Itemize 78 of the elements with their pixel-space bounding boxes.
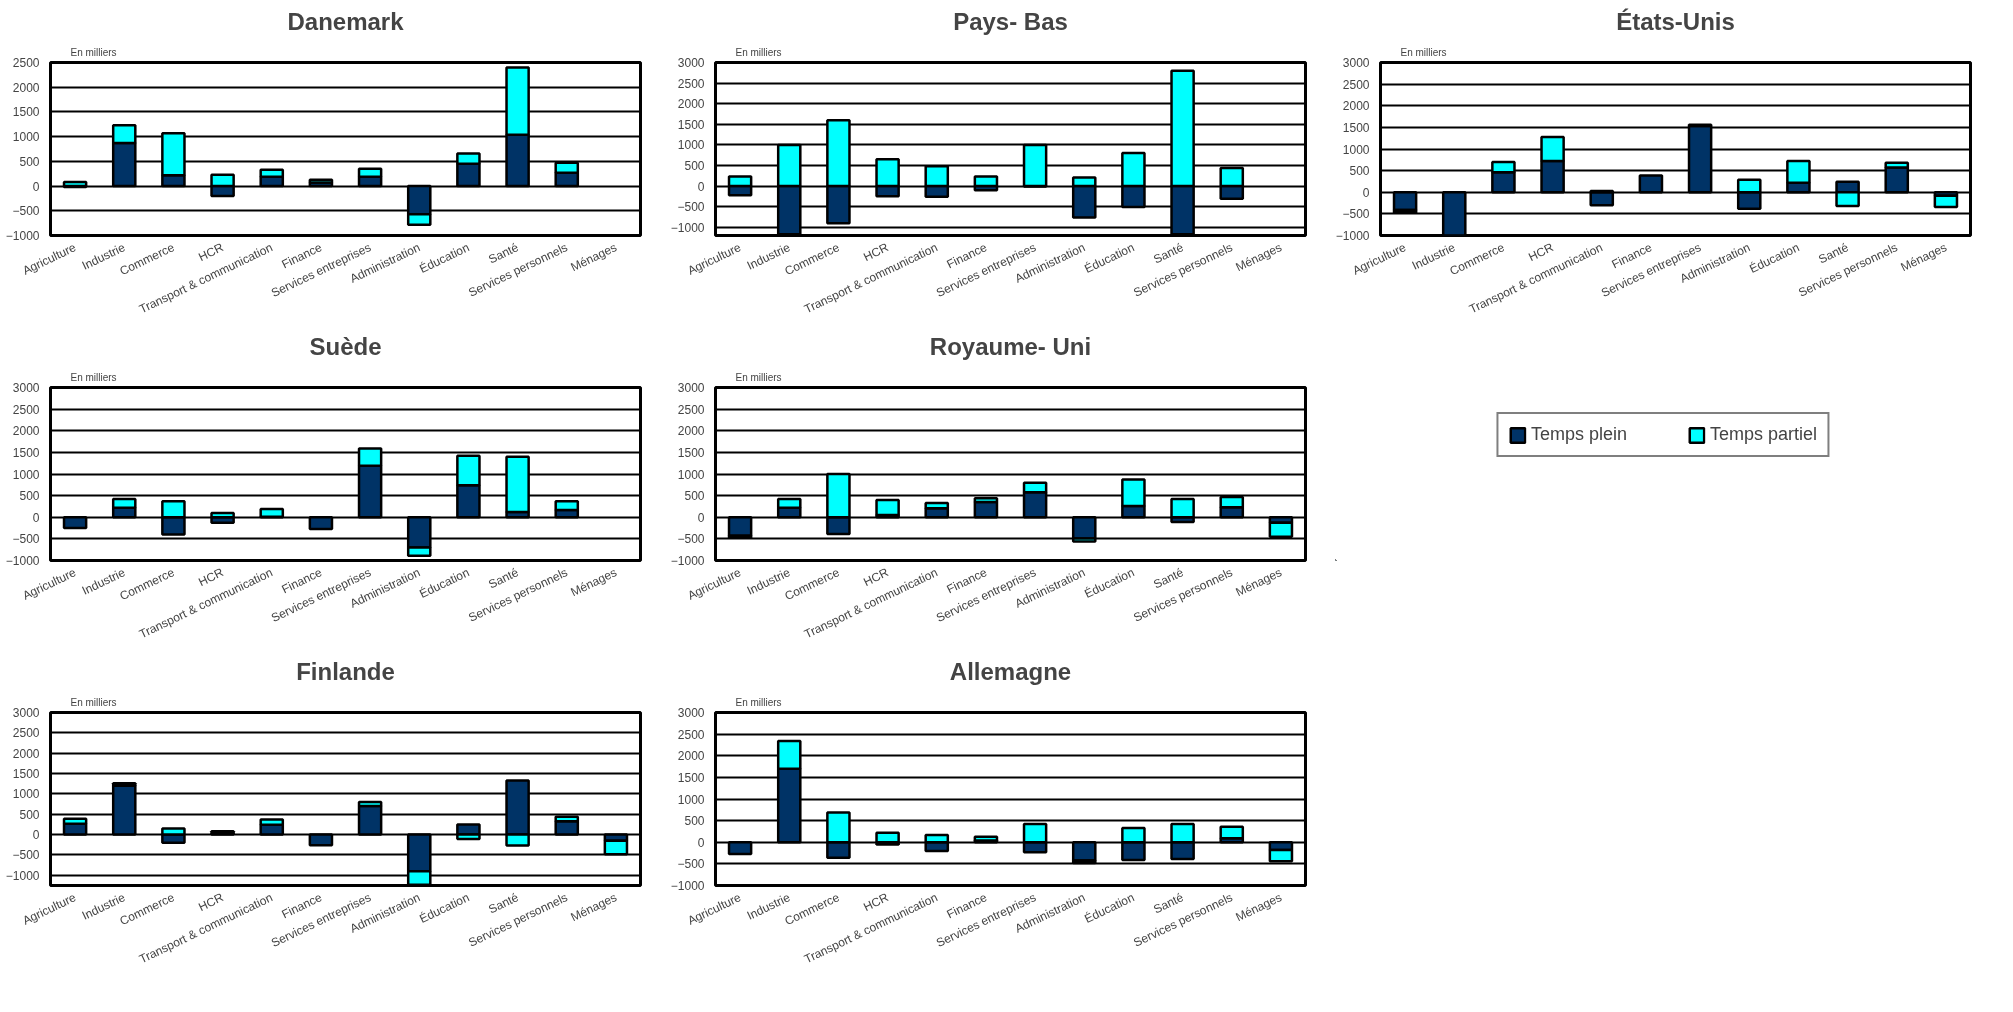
chart-title: Allemagne <box>949 657 1072 685</box>
chart-title: Danemark <box>287 7 405 35</box>
y-tick-label: 500 <box>684 489 705 504</box>
y-tick-label: 2500 <box>677 76 705 91</box>
y-tick-label: 1000 <box>12 130 40 145</box>
y-tick-label: −500 <box>12 848 40 863</box>
y-tick-label: 2500 <box>677 402 705 417</box>
y-tick-label: −1000 <box>670 879 705 893</box>
y-tick-label: 0 <box>32 510 40 525</box>
y-tick-label: 2000 <box>1342 99 1370 114</box>
y-tick-label: 0 <box>32 179 40 194</box>
y-tick-label: 500 <box>19 489 40 504</box>
y-tick-label: 3000 <box>677 56 705 70</box>
y-tick-label: 500 <box>19 807 40 822</box>
y-tick-label: 2500 <box>677 727 705 742</box>
y-tick-label: 1000 <box>12 467 40 482</box>
y-tick-label: 500 <box>684 158 705 173</box>
y-tick-label: 1500 <box>12 445 40 460</box>
legend-label: Temps plein <box>1530 424 1627 445</box>
y-tick-label: 1500 <box>677 445 705 460</box>
y-tick-label: 2500 <box>12 402 40 417</box>
y-tick-label: −1000 <box>670 220 705 235</box>
y-tick-label: 0 <box>697 835 705 850</box>
y-tick-label: 0 <box>697 179 705 194</box>
y-tick-label: 2000 <box>12 80 40 95</box>
y-tick-label: 3000 <box>12 381 40 395</box>
text: En milliers <box>1400 46 1447 58</box>
legend-label: Temps partiel <box>1710 424 1818 445</box>
y-tick-label: 2500 <box>12 726 40 741</box>
chart-title: États-Unis <box>1616 7 1735 35</box>
chart-title: Pays- Bas <box>953 7 1068 35</box>
y-tick-label: −500 <box>677 200 705 215</box>
y-tick-label: 3000 <box>677 381 705 395</box>
text: En milliers <box>70 46 117 58</box>
y-tick-label: −1000 <box>5 554 40 568</box>
y-tick-label: 1000 <box>12 787 40 802</box>
y-tick-label: 2000 <box>677 424 705 439</box>
y-tick-label: 2500 <box>1342 77 1370 92</box>
y-tick-label: 500 <box>19 154 40 169</box>
y-tick-label: 3000 <box>12 706 40 720</box>
y-tick-label: −1000 <box>5 868 40 883</box>
y-tick-label: −500 <box>12 532 40 547</box>
y-tick-label: 0 <box>697 510 705 525</box>
y-tick-label: 1500 <box>677 770 705 785</box>
text: En milliers <box>735 696 782 708</box>
y-tick-label: 2500 <box>12 56 40 70</box>
y-tick-label: 2000 <box>12 746 40 761</box>
y-tick-label: 2000 <box>677 749 705 764</box>
y-tick-label: 3000 <box>677 706 705 720</box>
y-tick-label: 1000 <box>677 792 705 807</box>
y-tick-label: 2000 <box>12 424 40 439</box>
y-tick-label: 500 <box>684 814 705 829</box>
y-tick-label: 1500 <box>1342 120 1370 135</box>
text: En milliers <box>70 371 117 383</box>
chart-title: Royaume- Uni <box>929 332 1092 360</box>
y-tick-label: 0 <box>32 828 40 843</box>
text: En milliers <box>735 371 782 383</box>
y-tick-label: −1000 <box>670 554 705 568</box>
y-tick-label: 1000 <box>677 138 705 153</box>
y-tick-label: −1000 <box>1335 229 1370 243</box>
chart-title: Finlande <box>296 657 395 685</box>
y-tick-label: −1000 <box>5 229 40 243</box>
y-tick-label: 0 <box>1362 185 1370 200</box>
y-tick-label: −500 <box>677 857 705 872</box>
y-tick-label: −500 <box>677 532 705 547</box>
y-tick-label: −500 <box>12 204 40 219</box>
y-tick-label: 1500 <box>677 117 705 132</box>
y-tick-label: 500 <box>1349 164 1370 179</box>
y-tick-label: 1000 <box>677 467 705 482</box>
y-tick-label: 2000 <box>677 97 705 112</box>
y-tick-label: 1000 <box>1342 142 1370 157</box>
text: En milliers <box>70 696 117 708</box>
y-tick-label: 1500 <box>12 767 40 782</box>
y-tick-label: 3000 <box>1342 56 1370 70</box>
y-tick-label: 1500 <box>12 105 40 120</box>
y-tick-label: −500 <box>1342 207 1370 222</box>
chart-title: Suède <box>309 332 382 360</box>
text: En milliers <box>735 46 782 58</box>
